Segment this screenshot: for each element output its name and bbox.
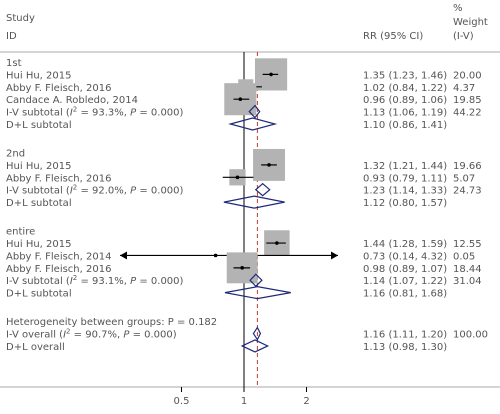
group-2-row-0-weight-text: 12.55: [453, 239, 482, 250]
group-0-row-1-weight-text: 4.37: [453, 83, 475, 94]
overall-row-0-ci-text: 1.16 (1.11, 1.20): [363, 330, 447, 341]
group-2-row-2-weight-text: 18.44: [453, 264, 482, 275]
header-rr-label: RR (95% CI): [363, 31, 423, 42]
group-1-row-3-diamond: [223, 195, 285, 209]
group-0-row-1-ci-text: 1.02 (0.84, 1.22): [363, 83, 447, 94]
group-2-row-2-point: [240, 266, 244, 270]
group-1-row-2-weight-text: 24.73: [453, 186, 482, 197]
group-0-row-3-ci-text: 1.13 (1.06, 1.19): [363, 108, 447, 119]
group-2-row-2-ci-text: 0.98 (0.89, 1.07): [363, 264, 447, 275]
group-1-row-1-point: [235, 175, 240, 180]
group-0-row-3-diamond: [248, 104, 261, 119]
group-1-row-0-point: [267, 163, 271, 167]
group-2-row-0-point: [275, 241, 279, 245]
group-0-row-4-label: D+L subtotal: [6, 120, 72, 131]
x-tick-label-0: 0.5: [174, 396, 190, 407]
group-0-row-0-weight-text: 20.00: [453, 70, 482, 81]
group-2-row-1-ci-arrow-right: [331, 251, 338, 260]
group-2-row-3-weight-text: 31.04: [453, 276, 482, 287]
overall-row-1-diamond: [240, 339, 270, 353]
group-0-title: 1st: [6, 58, 22, 69]
group-2-row-1-point: [213, 253, 218, 258]
group-1-row-0-ci-text: 1.32 (1.21, 1.44): [363, 161, 447, 172]
group-2-row-3-label: I-V subtotal (I2 = 93.1%, P = 0.000): [6, 274, 184, 287]
group-2-row-1-label: Abby F. Fleisch, 2014: [6, 251, 111, 262]
overall-row-0-diamond: [252, 326, 262, 341]
group-2-row-3-ci-text: 1.14 (1.07, 1.22): [363, 276, 447, 287]
group-0-row-2-point: [238, 97, 243, 101]
overall-row-1-label: D+L overall: [6, 342, 65, 353]
x-axis: 0.5 1 2: [174, 387, 310, 407]
group-2-title: entire: [6, 227, 35, 238]
group-2-row-0-label: Hui Hu, 2015: [6, 239, 71, 250]
group-1-row-2-ci-text: 1.23 (1.14, 1.33): [363, 186, 447, 197]
group-1-row-2-label: I-V subtotal (I2 = 92.0%, P = 0.000): [6, 184, 184, 197]
group-1-row-2-diamond: [254, 182, 271, 197]
header-study-label: Study: [6, 13, 35, 24]
group-0-row-2-label: Candace A. Robledo, 2014: [6, 95, 138, 106]
group-2-row-1-ci-arrow-left: [120, 251, 127, 260]
header-percent-label: %: [453, 3, 463, 14]
group-2-row-4-label: D+L subtotal: [6, 289, 72, 300]
group-0-row-0-ci-text: 1.35 (1.23, 1.46): [363, 70, 447, 81]
overall-row-1-ci-text: 1.13 (0.98, 1.30): [363, 342, 447, 353]
group-2-row-0-ci-text: 1.44 (1.28, 1.59): [363, 239, 447, 250]
group-1-row-1-label: Abby F. Fleisch, 2016: [6, 173, 111, 184]
group-2-row-2-label: Abby F. Fleisch, 2016: [6, 264, 111, 275]
group-0-row-4-diamond: [228, 117, 278, 131]
heterogeneity-text: Heterogeneity between groups: P = 0.182: [6, 317, 217, 328]
group-0-row-2-weight-text: 19.85: [453, 95, 482, 106]
group-1-row-3-label: D+L subtotal: [6, 198, 72, 209]
group-0-row-4-ci-text: 1.10 (0.86, 1.41): [363, 120, 447, 131]
group-0-row-3-label: I-V subtotal (I2 = 93.3%, P = 0.000): [6, 106, 184, 119]
header-iv-label: (I-V): [453, 31, 474, 42]
header-id-label: ID: [6, 31, 17, 42]
group-1-row-1-ci-text: 0.93 (0.79, 1.11): [363, 173, 447, 184]
group-1-title: 2nd: [6, 149, 25, 160]
group-2-row-1-weight-text: 0.05: [453, 251, 475, 262]
group-1-row-1-weight-text: 5.07: [453, 173, 475, 184]
x-tick-label-2: 2: [303, 396, 309, 407]
x-tick-label-1: 1: [241, 396, 247, 407]
group-0-row-3-weight-text: 44.22: [453, 108, 482, 119]
group-2-row-4-ci-text: 1.16 (0.81, 1.68): [363, 289, 447, 300]
group-1-row-0-weight-text: 19.66: [453, 161, 482, 172]
overall-row-0-label: I-V overall (I2 = 90.7%, P = 0.000): [6, 328, 177, 341]
header-weight-label: Weight: [453, 17, 488, 28]
group-2-row-4-diamond: [224, 286, 291, 300]
group-2-row-1-ci-text: 0.73 (0.14, 4.32): [363, 251, 447, 262]
group-0-row-0-label: Hui Hu, 2015: [6, 70, 71, 81]
group-0-row-0-point: [269, 72, 273, 77]
group-1-row-3-ci-text: 1.12 (0.80, 1.57): [363, 198, 447, 209]
group-2-row-3-diamond: [249, 273, 263, 288]
group-0-row-1-label: Abby F. Fleisch, 2016: [6, 83, 111, 94]
group-1-row-0-label: Hui Hu, 2015: [6, 161, 71, 172]
overall-row-0-weight-text: 100.00: [453, 330, 488, 341]
group-0-row-2-ci-text: 0.96 (0.89, 1.06): [363, 95, 447, 106]
